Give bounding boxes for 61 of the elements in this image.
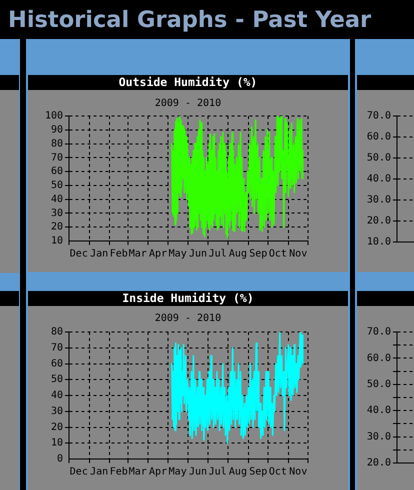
y-tick-label: 10.0 (366, 236, 391, 248)
y-tick-label: 30.0 (366, 194, 391, 206)
y-tick-label: 50.0 (366, 152, 391, 164)
y-tick-label: 70 (50, 152, 63, 164)
x-tick-label: May (168, 466, 187, 478)
y-tick-label: 60.0 (366, 132, 391, 143)
chart-subtitle: 2009 - 2010 (154, 98, 222, 110)
chart-subtitle: 2009 - 2010 (154, 313, 222, 325)
y-tick-label: 30 (50, 406, 63, 417)
y-tick-label: 10 (50, 236, 63, 247)
y-tick-label: 60.0 (366, 352, 391, 364)
y-tick-label: 30.0 (366, 431, 391, 442)
x-tick-label: Dec (70, 248, 88, 260)
x-tick-label: Apr (149, 466, 168, 478)
y-tick-label: 30 (50, 208, 63, 219)
x-tick-label: Oct (268, 466, 287, 478)
y-tick-label: 70.0 (366, 110, 391, 122)
y-tick-label: 50 (50, 180, 63, 192)
y-tick-label: 80 (50, 326, 63, 338)
y-tick-label: 20.0 (366, 216, 391, 227)
x-tick-label: Sep (249, 248, 268, 260)
x-tick-label: Mar (128, 248, 147, 260)
x-tick-label: Nov (289, 466, 308, 478)
x-tick-label: Feb (110, 466, 128, 478)
x-tick-label: Nov (289, 248, 308, 260)
y-tick-label: 60 (50, 358, 63, 370)
y-tick-label: 50.0 (366, 378, 391, 390)
x-tick-label: Jul (208, 466, 227, 478)
y-tick-label: 20 (50, 222, 63, 233)
y-tick-label: 60 (50, 166, 63, 178)
y-tick-label: 70 (50, 342, 63, 354)
chart-title: Inside Humidity (%) (28, 291, 348, 305)
x-tick-label: Dec (70, 466, 88, 478)
y-tick-label: 20 (50, 422, 63, 433)
y-tick-label: 40 (50, 194, 63, 205)
x-tick-label: Jul (208, 248, 227, 260)
x-tick-label: Oct (268, 248, 287, 260)
y-tick-label: 20.0 (366, 458, 391, 469)
x-tick-label: Aug (228, 248, 247, 260)
x-tick-label: Feb (110, 248, 128, 260)
y-tick-label: 40 (50, 390, 63, 402)
y-tick-label: 40.0 (366, 405, 391, 416)
y-tick-label: 90 (50, 124, 63, 136)
y-tick-label: 70.0 (366, 326, 391, 338)
x-tick-label: Aug (228, 466, 247, 478)
x-tick-label: Mar (128, 466, 147, 478)
x-tick-label: Jun (188, 466, 208, 478)
y-tick-label: 0 (56, 454, 63, 465)
y-tick-label: 100 (44, 110, 63, 122)
x-tick-label: Jun (188, 248, 208, 260)
text: Historical Graphs - Past Year (8, 7, 372, 33)
y-tick-label: 80 (50, 138, 63, 150)
y-tick-label: 50 (50, 374, 63, 386)
y-tick-label: 10 (50, 438, 63, 449)
x-tick-label: Apr (149, 248, 168, 260)
x-tick-label: Sep (249, 466, 268, 478)
y-tick-label: 40.0 (366, 174, 391, 185)
x-tick-label: Jan (90, 248, 108, 260)
x-tick-label: May (168, 248, 187, 260)
chart-title: Outside Humidity (%) (28, 75, 348, 89)
x-tick-label: Jan (90, 466, 108, 478)
